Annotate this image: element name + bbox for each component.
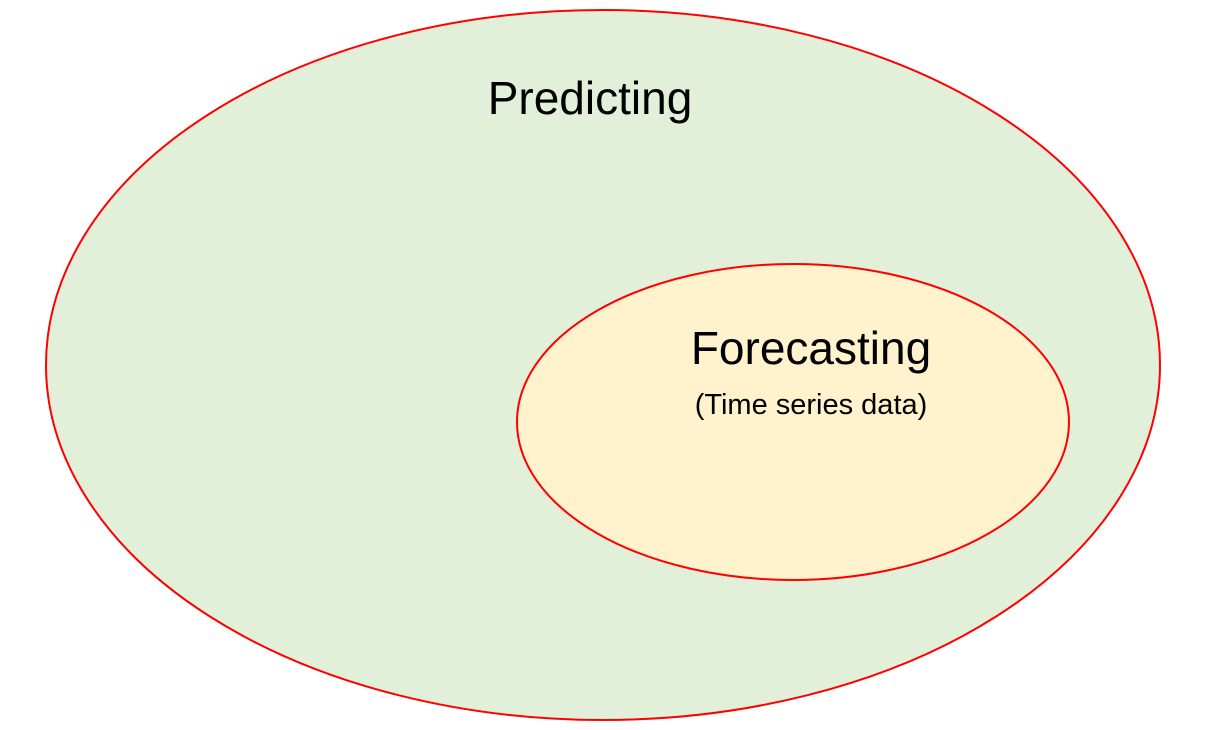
forecasting-ellipse: [516, 263, 1070, 581]
forecasting-label: Forecasting: [691, 322, 931, 374]
predicting-label: Predicting: [488, 72, 693, 124]
forecasting-sublabel: (Time series data): [695, 389, 928, 421]
